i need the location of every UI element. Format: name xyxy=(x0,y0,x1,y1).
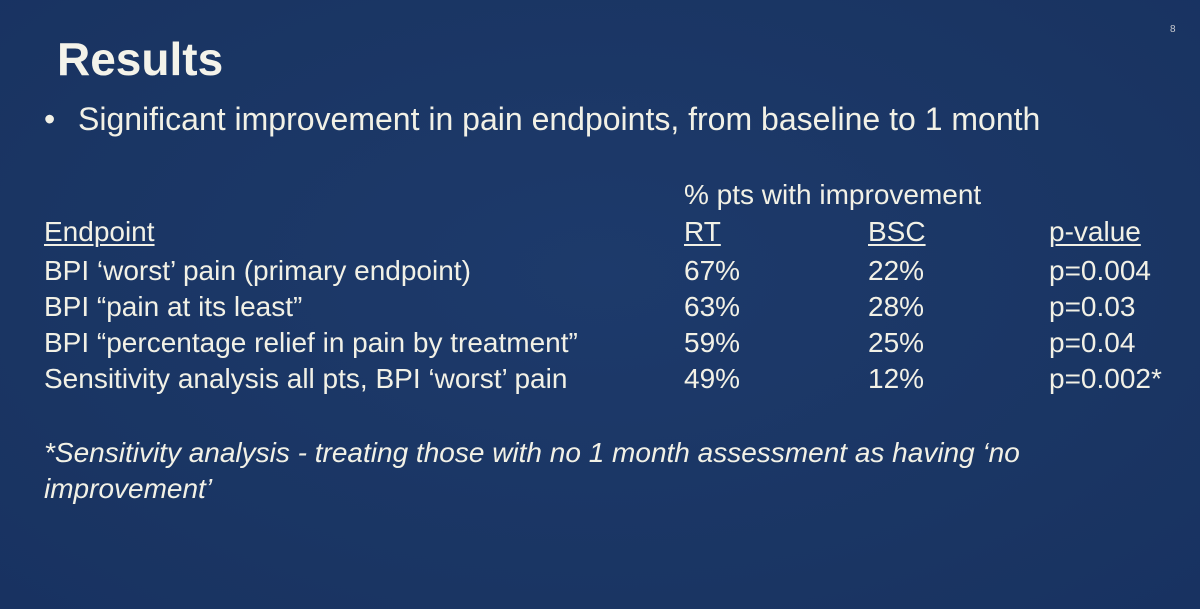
bullet-point: • Significant improvement in pain endpoin… xyxy=(44,101,1040,138)
column-header-p-value: p-value xyxy=(1049,216,1141,247)
column-header-rt: RT xyxy=(684,216,721,247)
bsc-cell: 28% xyxy=(868,291,925,322)
p-value-cell: p=0.004 xyxy=(1049,255,1151,286)
endpoint-cell: BPI “percentage relief in pain by treatm… xyxy=(44,327,578,358)
rt-cell: 67% xyxy=(684,255,741,286)
table-group-header: % pts with improvement xyxy=(684,179,982,210)
column-header-bsc: BSC xyxy=(868,216,926,247)
rt-cell: 63% xyxy=(684,291,741,322)
bullet-icon: • xyxy=(44,101,56,137)
rt-cell: 59% xyxy=(684,327,741,358)
p-value-cell: p=0.04 xyxy=(1049,327,1136,358)
column-header-endpoint: Endpoint xyxy=(44,216,155,247)
slide-title: Results xyxy=(57,33,224,85)
footnote: *Sensitivity analysis - treating those w… xyxy=(44,437,1020,504)
endpoint-cell: Sensitivity analysis all pts, BPI ‘worst… xyxy=(44,363,568,394)
endpoint-cell: BPI ‘worst’ pain (primary endpoint) xyxy=(44,255,471,286)
bsc-cell: 22% xyxy=(868,255,925,286)
rt-cell: 49% xyxy=(684,363,741,394)
bsc-cell: 12% xyxy=(868,363,925,394)
p-value-cell: p=0.002* xyxy=(1049,363,1162,394)
bullet-text: Significant improvement in pain endpoint… xyxy=(78,101,1041,137)
page-number: 8 xyxy=(1170,24,1176,35)
endpoint-cell: BPI “pain at its least” xyxy=(44,291,303,322)
p-value-cell: p=0.03 xyxy=(1049,291,1136,322)
bsc-cell: 25% xyxy=(868,327,925,358)
